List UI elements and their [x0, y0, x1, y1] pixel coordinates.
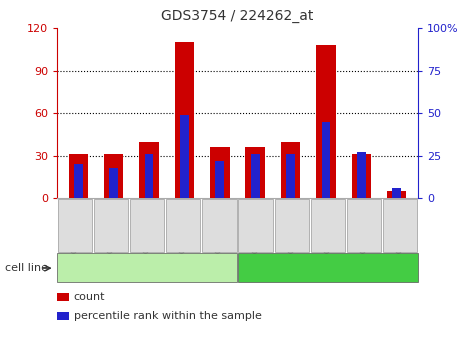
- Bar: [352, 154, 371, 198]
- Text: cisplatin-resistant: cisplatin-resistant: [281, 263, 374, 273]
- Bar: [281, 142, 300, 198]
- Bar: [286, 154, 295, 198]
- Bar: [392, 188, 401, 198]
- Text: GSM385721: GSM385721: [71, 198, 79, 253]
- Bar: [210, 147, 229, 198]
- Text: cell line: cell line: [5, 263, 48, 273]
- Bar: [109, 168, 118, 198]
- Text: GSM385730: GSM385730: [396, 198, 404, 253]
- Text: percentile rank within the sample: percentile rank within the sample: [74, 312, 262, 321]
- Text: GSM385729: GSM385729: [360, 198, 368, 253]
- Bar: [387, 191, 407, 198]
- Bar: [246, 147, 265, 198]
- Text: GSM385728: GSM385728: [323, 198, 332, 253]
- Text: GDS3754 / 224262_at: GDS3754 / 224262_at: [162, 9, 314, 23]
- Bar: [251, 154, 260, 198]
- Bar: [316, 45, 336, 198]
- Text: GSM385727: GSM385727: [287, 198, 296, 253]
- Bar: [139, 142, 159, 198]
- Text: GSM385723: GSM385723: [143, 198, 152, 253]
- Bar: [215, 161, 224, 198]
- Text: GSM385722: GSM385722: [107, 198, 115, 253]
- Bar: [68, 154, 88, 198]
- Text: GSM385725: GSM385725: [215, 198, 224, 253]
- Text: count: count: [74, 292, 105, 302]
- Text: GSM385726: GSM385726: [251, 198, 260, 253]
- Bar: [175, 42, 194, 198]
- Bar: [180, 115, 189, 198]
- Bar: [322, 122, 331, 198]
- Bar: [144, 154, 153, 198]
- Text: cisplatin-sensitive: cisplatin-sensitive: [100, 263, 194, 273]
- Bar: [74, 164, 83, 198]
- Text: GSM385724: GSM385724: [179, 198, 188, 253]
- Bar: [104, 154, 124, 198]
- Bar: [357, 152, 366, 198]
